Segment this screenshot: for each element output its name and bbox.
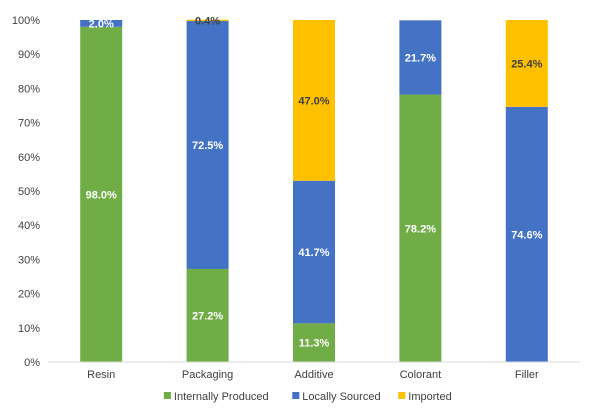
data-label: 47.0% (298, 95, 329, 107)
bar-segment (505, 20, 548, 107)
bar-segment (293, 180, 335, 324)
x-tick-label: Colorant (400, 369, 442, 381)
bar-segment (186, 268, 229, 362)
data-label: 11.3% (299, 338, 330, 350)
x-tick-label: Filler (515, 369, 539, 381)
y-tick-label: 40% (18, 220, 40, 232)
legend-label: Locally Sourced (302, 391, 380, 403)
data-label: 78.2% (405, 223, 436, 235)
data-label: 21.7% (405, 52, 436, 64)
x-tick-label: Additive (294, 369, 333, 381)
legend-swatch (292, 392, 300, 399)
x-tick-label: Packaging (182, 369, 233, 381)
y-tick-label: 80% (18, 83, 40, 95)
y-tick-label: 90% (18, 49, 40, 61)
y-tick-label: 50% (18, 186, 40, 198)
legend-label: Imported (408, 391, 451, 403)
bar-segment (186, 19, 229, 22)
y-tick-label: 0% (24, 357, 40, 369)
x-tick-label: Resin (87, 369, 115, 381)
bar-segment (80, 20, 123, 27)
data-label: 27.2% (192, 310, 223, 322)
bar-segment (186, 21, 229, 269)
legend-label: Internally Produced (174, 391, 269, 403)
bar-segment (505, 106, 548, 362)
data-label: 98.0% (86, 189, 117, 201)
bar-segment (80, 26, 123, 363)
legend-swatch (163, 392, 171, 399)
y-tick-label: 60% (18, 152, 40, 164)
bars (80, 19, 548, 363)
y-axis: 0% 10% 20% 30% 40% 50% 60% 70% 80% 90% 100% (12, 15, 40, 369)
legend: Internally Produced Locally Sourced Import… (163, 391, 452, 403)
x-axis: Resin Packaging Additive Colorant Filler (48, 361, 580, 381)
data-labels: 98.0% 2.0% 27.2% 72.5% 0.4% 11.3% 41.7% 47.0% 78… (86, 15, 543, 349)
bar-segment (293, 20, 335, 181)
data-label: 72.5% (192, 140, 223, 152)
data-label: 2.0% (89, 18, 114, 30)
legend-swatch (398, 392, 406, 399)
y-tick-label: 70% (18, 118, 40, 130)
y-tick-label: 20% (18, 289, 40, 301)
y-tick-label: 100% (12, 15, 40, 27)
data-label: 74.6% (511, 229, 542, 241)
bar-segment (399, 20, 442, 95)
bar-segment (399, 94, 442, 362)
bar-segment (293, 323, 335, 362)
data-label: 41.7% (298, 247, 329, 259)
y-tick-label: 30% (18, 254, 40, 266)
data-label: 0.4% (195, 15, 220, 27)
data-label: 25.4% (511, 58, 542, 70)
y-tick-label: 10% (18, 323, 40, 335)
